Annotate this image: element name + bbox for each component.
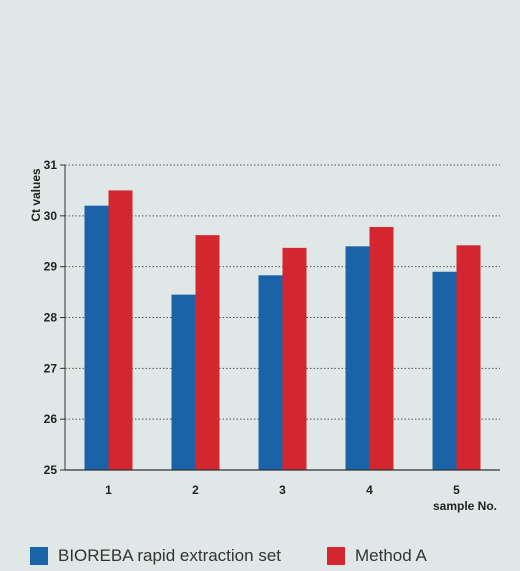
x-tick-label: 1: [105, 483, 112, 497]
legend-swatch-series-1: [30, 547, 48, 565]
bars: [84, 190, 481, 470]
x-axis-tick-labels: 1 2 3 4 5: [105, 483, 460, 497]
bar-series-2-sample-4: [369, 227, 394, 470]
y-tick-label: 30: [44, 209, 58, 223]
bar-series-2-sample-5: [456, 245, 481, 470]
bar-series-1-sample-5: [432, 271, 457, 470]
y-tick-label: 26: [44, 412, 58, 426]
legend: BIOREBA rapid extraction set Method A: [30, 546, 473, 566]
bar-series-1-sample-2: [171, 294, 196, 470]
axes: [64, 165, 500, 471]
y-tick-label: 25: [44, 463, 58, 477]
legend-label-series-1: BIOREBA rapid extraction set: [58, 546, 281, 565]
y-axis-tick-labels: 25 26 27 28 29 30 31: [44, 158, 58, 477]
legend-item-series-2: Method A: [327, 546, 427, 566]
x-tick-label: 5: [453, 483, 460, 497]
legend-swatch-series-2: [327, 547, 345, 565]
bar-series-2-sample-1: [108, 190, 133, 470]
bar-series-2-sample-2: [195, 235, 220, 470]
legend-item-series-1: BIOREBA rapid extraction set: [30, 546, 281, 566]
y-tick-label: 28: [44, 311, 58, 325]
y-tick-label: 27: [44, 361, 58, 375]
x-tick-label: 3: [279, 483, 286, 497]
y-axis-title: Ct values: [29, 168, 43, 222]
bar-series-1-sample-4: [345, 246, 370, 470]
bar-series-1-sample-3: [258, 275, 283, 470]
x-tick-label: 2: [192, 483, 199, 497]
bar-series-1-sample-1: [84, 205, 109, 470]
y-tick-label: 31: [44, 158, 58, 172]
x-axis-title: sample No.: [433, 499, 497, 513]
legend-label-series-2: Method A: [355, 546, 427, 565]
y-tick-label: 29: [44, 260, 58, 274]
x-tick-label: 4: [366, 483, 373, 497]
bar-series-2-sample-3: [282, 247, 307, 470]
